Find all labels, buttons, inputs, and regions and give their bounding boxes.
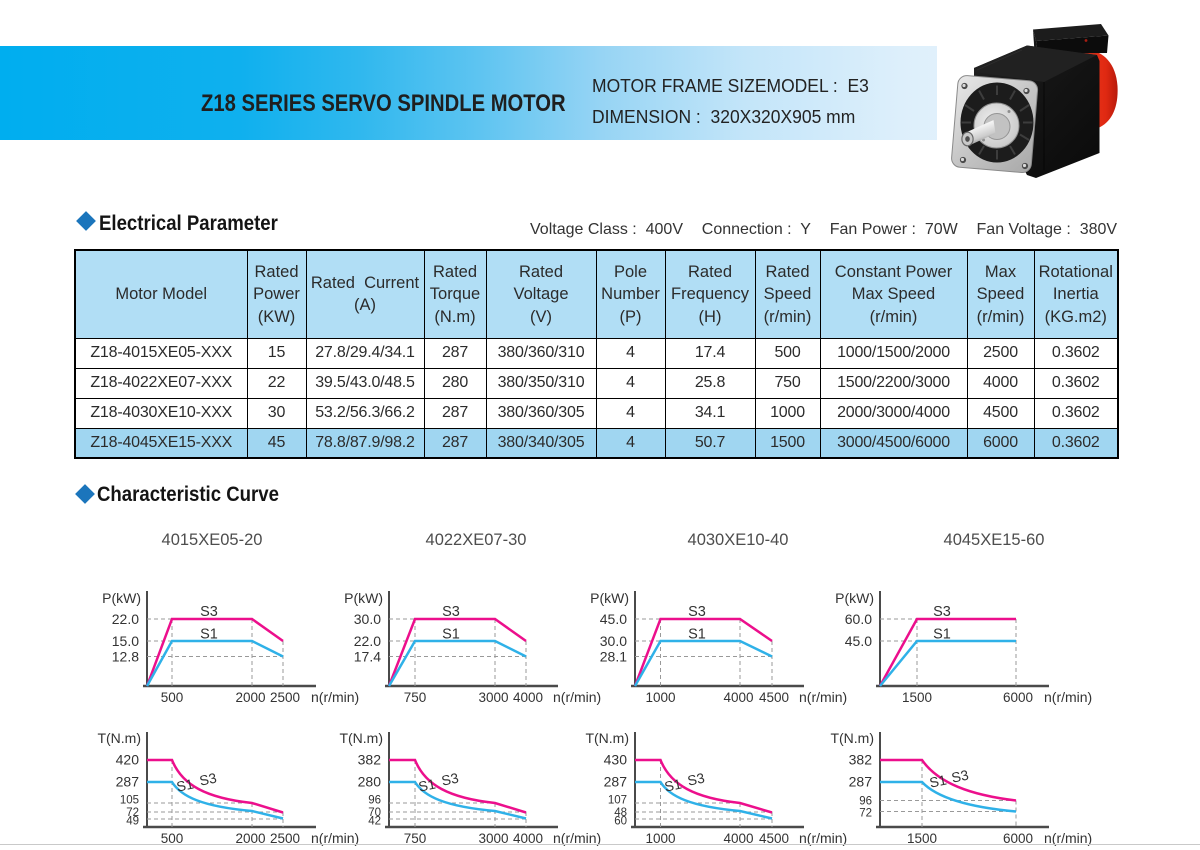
svg-text:287: 287 [849, 774, 873, 790]
svg-text:S3: S3 [198, 769, 218, 788]
svg-text:750: 750 [404, 690, 427, 705]
svg-text:4030XE10-40: 4030XE10-40 [688, 531, 789, 549]
svg-text:n(r/min): n(r/min) [553, 689, 601, 705]
svg-text:1000: 1000 [645, 831, 675, 846]
svg-text:22.0: 22.0 [354, 633, 381, 649]
svg-text:S1: S1 [933, 627, 951, 643]
svg-text:45.0: 45.0 [845, 633, 872, 649]
svg-text:3000: 3000 [478, 690, 508, 705]
svg-text:30.0: 30.0 [600, 633, 627, 649]
svg-text:S1: S1 [442, 627, 460, 643]
svg-text:2000: 2000 [235, 831, 265, 846]
svg-text:n(r/min): n(r/min) [311, 689, 359, 705]
svg-text:4500: 4500 [759, 690, 789, 705]
svg-text:60.0: 60.0 [845, 611, 872, 627]
svg-text:S1: S1 [417, 775, 437, 794]
svg-text:P(kW): P(kW) [102, 590, 141, 606]
svg-text:6000: 6000 [1003, 831, 1033, 846]
svg-text:S1: S1 [200, 627, 218, 643]
svg-text:S1: S1 [663, 775, 683, 794]
svg-text:S3: S3 [933, 604, 951, 620]
svg-text:4000: 4000 [723, 831, 753, 846]
svg-text:4022XE07-30: 4022XE07-30 [426, 531, 527, 549]
svg-text:382: 382 [358, 752, 382, 768]
svg-text:96: 96 [368, 795, 381, 807]
svg-text:30.0: 30.0 [354, 611, 381, 627]
svg-text:S3: S3 [200, 604, 218, 620]
svg-text:2500: 2500 [270, 690, 300, 705]
svg-text:15.0: 15.0 [112, 633, 139, 649]
svg-text:1000: 1000 [645, 690, 675, 705]
svg-text:n(r/min): n(r/min) [1044, 830, 1092, 846]
svg-text:750: 750 [404, 831, 427, 846]
svg-text:96: 96 [859, 796, 872, 808]
svg-text:287: 287 [604, 774, 628, 790]
svg-text:382: 382 [849, 752, 873, 768]
svg-text:S1: S1 [175, 775, 195, 794]
svg-text:4500: 4500 [759, 831, 789, 846]
svg-text:42: 42 [368, 816, 381, 828]
svg-text:n(r/min): n(r/min) [799, 689, 847, 705]
svg-text:17.4: 17.4 [354, 649, 381, 665]
svg-text:12.8: 12.8 [112, 649, 139, 665]
svg-text:P(kW): P(kW) [344, 590, 383, 606]
svg-text:1500: 1500 [907, 831, 937, 846]
svg-text:4000: 4000 [723, 690, 753, 705]
svg-text:T(N.m): T(N.m) [830, 730, 874, 746]
svg-text:4000: 4000 [513, 831, 543, 846]
svg-text:4000: 4000 [513, 690, 543, 705]
svg-text:1500: 1500 [902, 690, 932, 705]
svg-text:28.1: 28.1 [600, 649, 627, 665]
svg-text:280: 280 [358, 774, 382, 790]
svg-text:45.0: 45.0 [600, 611, 627, 627]
svg-text:48: 48 [614, 807, 627, 819]
svg-text:420: 420 [116, 752, 140, 768]
svg-text:T(N.m): T(N.m) [339, 730, 383, 746]
svg-text:500: 500 [161, 831, 184, 846]
svg-text:P(kW): P(kW) [590, 590, 629, 606]
svg-text:49: 49 [126, 816, 139, 828]
svg-text:500: 500 [161, 690, 184, 705]
svg-text:4045XE15-60: 4045XE15-60 [944, 531, 1045, 549]
svg-text:2000: 2000 [235, 690, 265, 705]
svg-text:S3: S3 [688, 604, 706, 620]
svg-text:107: 107 [608, 795, 627, 807]
svg-text:S1: S1 [688, 627, 706, 643]
svg-text:70: 70 [368, 807, 381, 819]
svg-text:105: 105 [120, 795, 139, 807]
svg-text:S3: S3 [442, 604, 460, 620]
svg-text:S1: S1 [928, 771, 948, 790]
svg-text:72: 72 [126, 807, 139, 819]
svg-text:60: 60 [614, 816, 627, 828]
svg-text:6000: 6000 [1003, 690, 1033, 705]
svg-text:287: 287 [116, 774, 140, 790]
svg-text:P(kW): P(kW) [835, 590, 874, 606]
svg-text:n(r/min): n(r/min) [1044, 689, 1092, 705]
svg-text:72: 72 [859, 808, 872, 820]
svg-text:3000: 3000 [478, 831, 508, 846]
svg-text:4015XE05-20: 4015XE05-20 [162, 531, 263, 549]
svg-text:430: 430 [604, 752, 628, 768]
svg-text:n(r/min): n(r/min) [553, 830, 601, 846]
svg-text:S3: S3 [950, 766, 970, 785]
svg-text:n(r/min): n(r/min) [799, 830, 847, 846]
svg-text:S3: S3 [440, 769, 460, 788]
svg-text:22.0: 22.0 [112, 611, 139, 627]
svg-text:2500: 2500 [270, 831, 300, 846]
svg-text:T(N.m): T(N.m) [97, 730, 141, 746]
svg-text:T(N.m): T(N.m) [585, 730, 629, 746]
svg-text:n(r/min): n(r/min) [311, 830, 359, 846]
svg-text:S3: S3 [686, 769, 706, 788]
